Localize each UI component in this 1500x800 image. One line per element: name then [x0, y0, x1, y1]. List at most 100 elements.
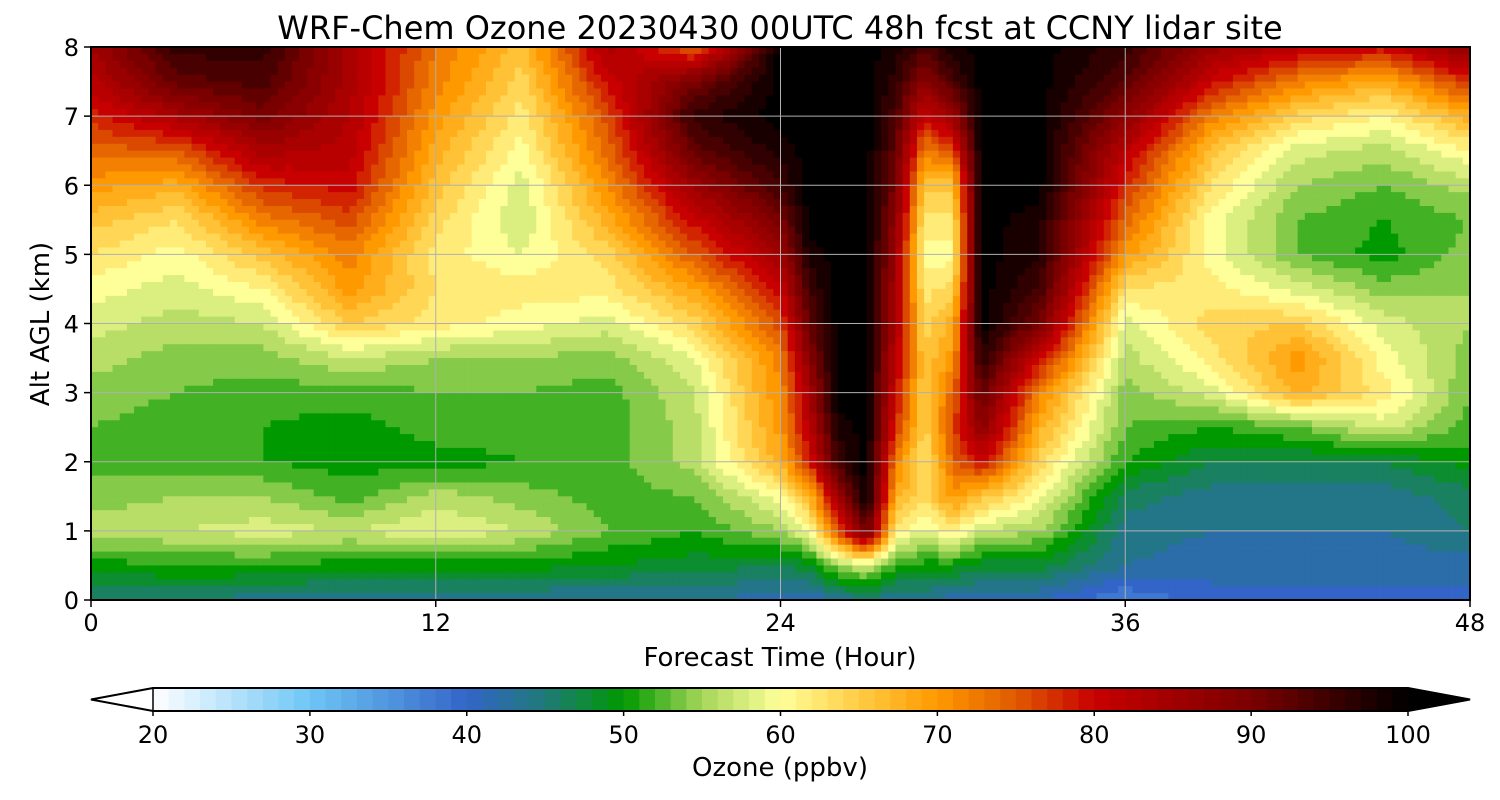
- field-cell: [1297, 102, 1306, 110]
- field-cell: [629, 60, 638, 69]
- field-cell: [184, 53, 193, 62]
- field-cell: [1283, 192, 1292, 200]
- field-cell: [91, 74, 99, 83]
- field-cell: [478, 123, 487, 131]
- field-cell: [751, 88, 760, 96]
- field-cell: [1010, 47, 1019, 55]
- field-cell: [1003, 171, 1011, 179]
- field-cell: [1462, 88, 1470, 96]
- field-cell: [967, 150, 976, 159]
- field-cell: [313, 136, 322, 145]
- field-cell: [1218, 95, 1227, 103]
- field-cell: [435, 205, 444, 214]
- field-cell: [1074, 123, 1083, 131]
- field-cell: [1419, 199, 1428, 207]
- field-cell: [234, 102, 243, 110]
- field-cell: [126, 88, 135, 96]
- field-cell: [1204, 157, 1213, 166]
- field-cell: [1362, 157, 1371, 166]
- field-cell: [679, 212, 688, 221]
- field-cell: [1290, 212, 1299, 221]
- field-cell: [1333, 129, 1342, 138]
- field-cell: [1082, 47, 1090, 55]
- field-cell: [1326, 219, 1335, 228]
- field-cell: [1355, 123, 1363, 131]
- field-cell: [335, 95, 343, 103]
- field-cell: [1268, 157, 1277, 166]
- field-cell: [198, 143, 207, 152]
- field-cell: [234, 60, 243, 69]
- field-cell: [1146, 178, 1155, 186]
- field-cell: [529, 178, 537, 186]
- field-cell: [1225, 109, 1234, 117]
- field-cell: [105, 164, 114, 173]
- field-cell: [500, 185, 509, 193]
- field-cell: [758, 116, 767, 124]
- field-cell: [507, 192, 516, 200]
- field-cell: [184, 88, 193, 96]
- field-cell: [1319, 212, 1327, 221]
- field-cell: [320, 60, 329, 69]
- field-cell: [421, 185, 430, 193]
- field-cell: [866, 123, 875, 131]
- field-cell: [1426, 81, 1435, 90]
- field-cell: [751, 60, 760, 69]
- field-cell: [1146, 199, 1155, 207]
- field-cell: [313, 171, 322, 179]
- field-cell: [1390, 192, 1399, 200]
- field-cell: [859, 95, 868, 103]
- field-cell: [895, 116, 904, 124]
- field-cell: [1211, 116, 1220, 124]
- field-cell: [1261, 205, 1270, 214]
- field-cell: [1283, 102, 1292, 110]
- field-cell: [263, 53, 272, 62]
- field-cell: [787, 88, 796, 96]
- field-cell: [931, 178, 940, 186]
- field-cell: [1355, 129, 1363, 138]
- field-cell: [737, 123, 746, 131]
- field-cell: [1031, 219, 1040, 228]
- field-cell: [787, 205, 796, 214]
- field-cell: [1182, 143, 1191, 152]
- field-cell: [91, 143, 99, 152]
- field-cell: [349, 192, 358, 200]
- field-cell: [500, 192, 509, 200]
- field-cell: [687, 88, 695, 96]
- field-cell: [335, 116, 343, 124]
- field-cell: [773, 150, 782, 159]
- field-cell: [320, 129, 329, 138]
- field-cell: [622, 143, 631, 152]
- field-cell: [773, 53, 782, 62]
- field-cell: [486, 199, 494, 207]
- field-cell: [1319, 164, 1327, 173]
- field-cell: [572, 157, 580, 166]
- field-cell: [1096, 143, 1105, 152]
- field-cell: [306, 53, 315, 62]
- field-cell: [363, 81, 372, 90]
- field-cell: [629, 192, 638, 200]
- field-cell: [1024, 157, 1033, 166]
- field-cell: [1175, 95, 1184, 103]
- field-cell: [837, 60, 846, 69]
- field-cell: [507, 136, 516, 145]
- field-cell: [1031, 88, 1040, 96]
- field-cell: [493, 205, 501, 214]
- field-cell: [1082, 95, 1090, 103]
- field-cell: [1003, 129, 1011, 138]
- field-cell: [349, 164, 358, 173]
- field-cell: [478, 109, 487, 117]
- field-cell: [1024, 171, 1033, 179]
- field-cell: [1311, 74, 1320, 83]
- field-cell: [385, 192, 394, 200]
- field-cell: [744, 143, 753, 152]
- field-cell: [586, 136, 595, 145]
- field-cell: [198, 67, 207, 76]
- field-cell: [543, 67, 552, 76]
- field-cell: [1089, 116, 1098, 124]
- field-cell: [521, 199, 530, 207]
- field-cell: [636, 143, 645, 152]
- field-cell: [1455, 199, 1464, 207]
- field-cell: [450, 123, 458, 131]
- field-cell: [1390, 136, 1399, 145]
- field-cell: [651, 192, 659, 200]
